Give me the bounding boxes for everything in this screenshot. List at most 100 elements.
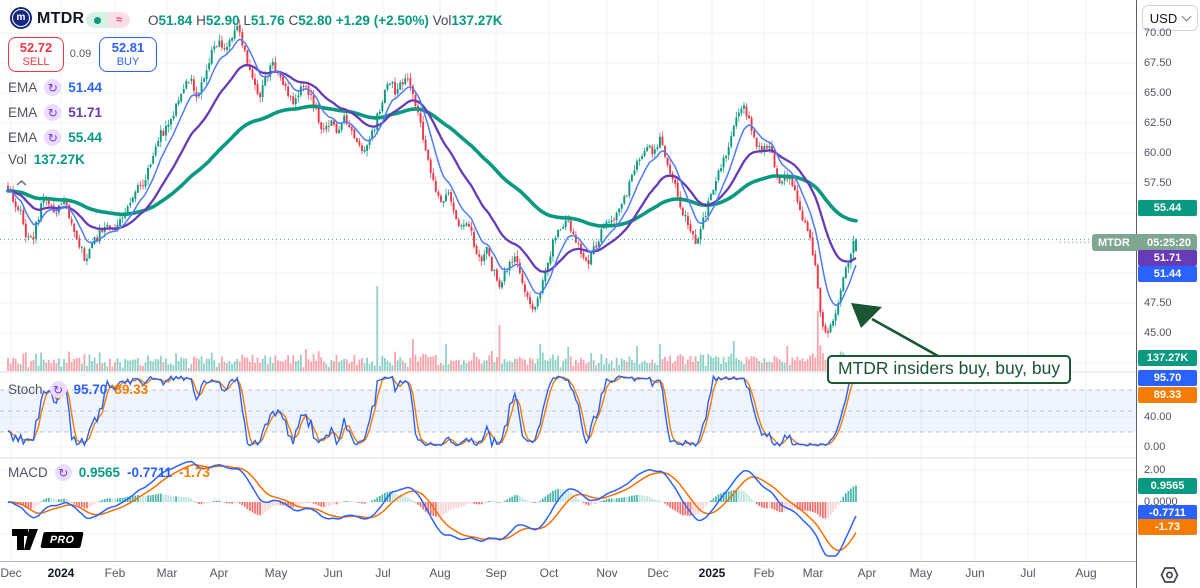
time-axis[interactable] — [0, 561, 1200, 588]
time-tick-label[interactable]: Nov — [596, 566, 618, 580]
time-tick-label[interactable]: Feb — [104, 566, 126, 580]
ema-label: EMA — [8, 80, 38, 95]
currency-selector[interactable]: USD — [1142, 5, 1198, 31]
price-tick-label: 67.50 — [1144, 57, 1172, 69]
low-value: 51.76 — [250, 13, 285, 28]
time-tick-label[interactable]: Apr — [209, 566, 229, 580]
time-tick-label[interactable]: Mar — [802, 566, 824, 580]
time-tick-label[interactable]: Jun — [965, 566, 985, 580]
volume-legend-row[interactable]: Vol 137.27K — [8, 152, 85, 167]
time-tick-label[interactable]: Oct — [539, 566, 559, 580]
refresh-icon[interactable]: ↻ — [44, 79, 62, 96]
ema-fast-value: 51.44 — [68, 80, 103, 95]
time-tick-label[interactable]: Aug — [1075, 566, 1097, 580]
price-tick-label: 47.50 — [1144, 297, 1172, 309]
price-tick-label: 2.00 — [1144, 464, 1166, 476]
ohlc-readout: O51.84 H52.90 L51.76 C52.80 +1.29 (+2.50… — [148, 13, 503, 28]
countdown-symbol: MTDR — [1098, 236, 1130, 249]
high-value: 52.90 — [205, 13, 240, 28]
axis-settings-corner[interactable] — [1136, 561, 1200, 588]
buy-button[interactable]: 52.81 BUY — [99, 37, 157, 72]
stoch-k-value: 95.70 — [73, 382, 108, 397]
tradingview-glyph-icon — [12, 529, 38, 550]
insider-buy-annotation[interactable]: MTDR insiders buy, buy, buy — [827, 355, 1072, 384]
countdown-time: 05:25:20 — [1146, 236, 1191, 249]
time-tick-label[interactable]: May — [909, 566, 933, 580]
price-tick-label: 45.00 — [1144, 327, 1172, 339]
ema-legend-row-3[interactable]: EMA ↻ 55.44 — [8, 129, 102, 146]
ema-label: EMA — [8, 130, 38, 145]
price-tick-label: 60.00 — [1144, 147, 1172, 159]
pro-badge: PRO — [40, 531, 84, 548]
time-tick-label[interactable]: May — [264, 566, 288, 580]
ema-mid-value: 51.71 — [68, 105, 103, 120]
ema-legend-row-2[interactable]: EMA ↻ 51.71 — [8, 104, 102, 121]
stoch-legend-row[interactable]: Stoch ↻ 95.70 89.33 — [8, 381, 148, 398]
price-badge: 51.71 — [1138, 250, 1197, 266]
price-badge: -1.73 — [1138, 519, 1197, 535]
time-tick-label[interactable]: Dec — [647, 566, 669, 580]
bar-countdown-badge: MTDR 05:25:20 — [1092, 234, 1197, 251]
stoch-band-layer — [0, 389, 1136, 433]
time-tick-label[interactable]: Jul — [1020, 566, 1036, 580]
price-badge: 89.33 — [1138, 387, 1197, 403]
price-tick-label: 40.00 — [1144, 411, 1172, 423]
price-tick-label: 57.50 — [1144, 177, 1172, 189]
time-tick-label[interactable]: Mar — [156, 566, 178, 580]
ema-label: EMA — [8, 105, 38, 120]
spread-value: 0.09 — [69, 47, 92, 60]
price-badge: -0.7711 — [1138, 505, 1197, 521]
price-badge: 0.9565 — [1138, 478, 1197, 494]
change-pct-value: (+2.50%) — [373, 13, 429, 28]
vol-current-value: 137.27K — [33, 152, 85, 167]
price-badge: 55.44 — [1138, 200, 1197, 216]
macd-lines-layer — [8, 460, 857, 557]
refresh-icon[interactable]: ↻ — [44, 129, 62, 146]
tradingview-logo[interactable]: PRO — [12, 529, 84, 550]
time-tick-label[interactable]: Apr — [857, 566, 877, 580]
macd-hist-value: 0.9565 — [78, 465, 121, 480]
price-tick-label: 70.00 — [1144, 27, 1172, 39]
time-tick-label[interactable]: Jul — [375, 566, 391, 580]
chevron-down-icon — [1181, 11, 1192, 22]
volume-value: 137.27K — [451, 13, 503, 28]
gear-icon[interactable] — [1160, 566, 1179, 584]
macd-legend-row[interactable]: MACD ↻ 0.9565 -0.7711 -1.73 — [8, 464, 210, 481]
price-tick-label: 65.00 — [1144, 87, 1172, 99]
symbol-name[interactable]: MTDR — [37, 10, 85, 27]
price-badge: 95.70 — [1138, 370, 1197, 386]
volume-layer — [7, 286, 857, 371]
price-badge: 137.27K — [1138, 350, 1197, 366]
price-tick-label: 62.50 — [1144, 117, 1172, 129]
market-status-pill[interactable]: ≈ — [86, 12, 130, 28]
sell-button[interactable]: 52.72 SELL — [8, 37, 64, 72]
price-tick-label: 0.00 — [1144, 441, 1166, 453]
macd-signal-value: -1.73 — [179, 465, 210, 480]
ema-legend-row-1[interactable]: EMA ↻ 51.44 — [8, 79, 102, 96]
ema-lines-layer — [6, 38, 858, 307]
time-tick-label[interactable]: Feb — [753, 566, 775, 580]
change-value: +1.29 — [335, 13, 370, 28]
macd-label: MACD — [8, 465, 48, 480]
collapse-pane-chevron-icon[interactable] — [15, 179, 28, 187]
stoch-label: Stoch — [8, 382, 43, 397]
mtdr-company-logo: m — [10, 7, 32, 29]
refresh-icon[interactable]: ↻ — [44, 104, 62, 121]
stoch-lines-layer — [7, 374, 857, 449]
logo-monogram: m — [12, 9, 30, 27]
stoch-d-value: 89.33 — [114, 382, 149, 397]
time-tick-label[interactable]: 2024 — [47, 566, 75, 580]
close-value: 52.80 — [298, 13, 333, 28]
ema-slow-value: 55.44 — [68, 130, 103, 145]
time-tick-label[interactable]: 2025 — [698, 566, 726, 580]
time-tick-label[interactable]: Jun — [323, 566, 343, 580]
refresh-icon[interactable]: ↻ — [54, 464, 72, 481]
open-value: 51.84 — [158, 13, 193, 28]
time-tick-label[interactable]: Aug — [429, 566, 451, 580]
vol-label: Vol — [8, 152, 27, 167]
time-tick-label[interactable]: Dec — [0, 566, 22, 580]
time-tick-label[interactable]: Sep — [485, 566, 507, 580]
refresh-icon[interactable]: ↻ — [49, 381, 67, 398]
